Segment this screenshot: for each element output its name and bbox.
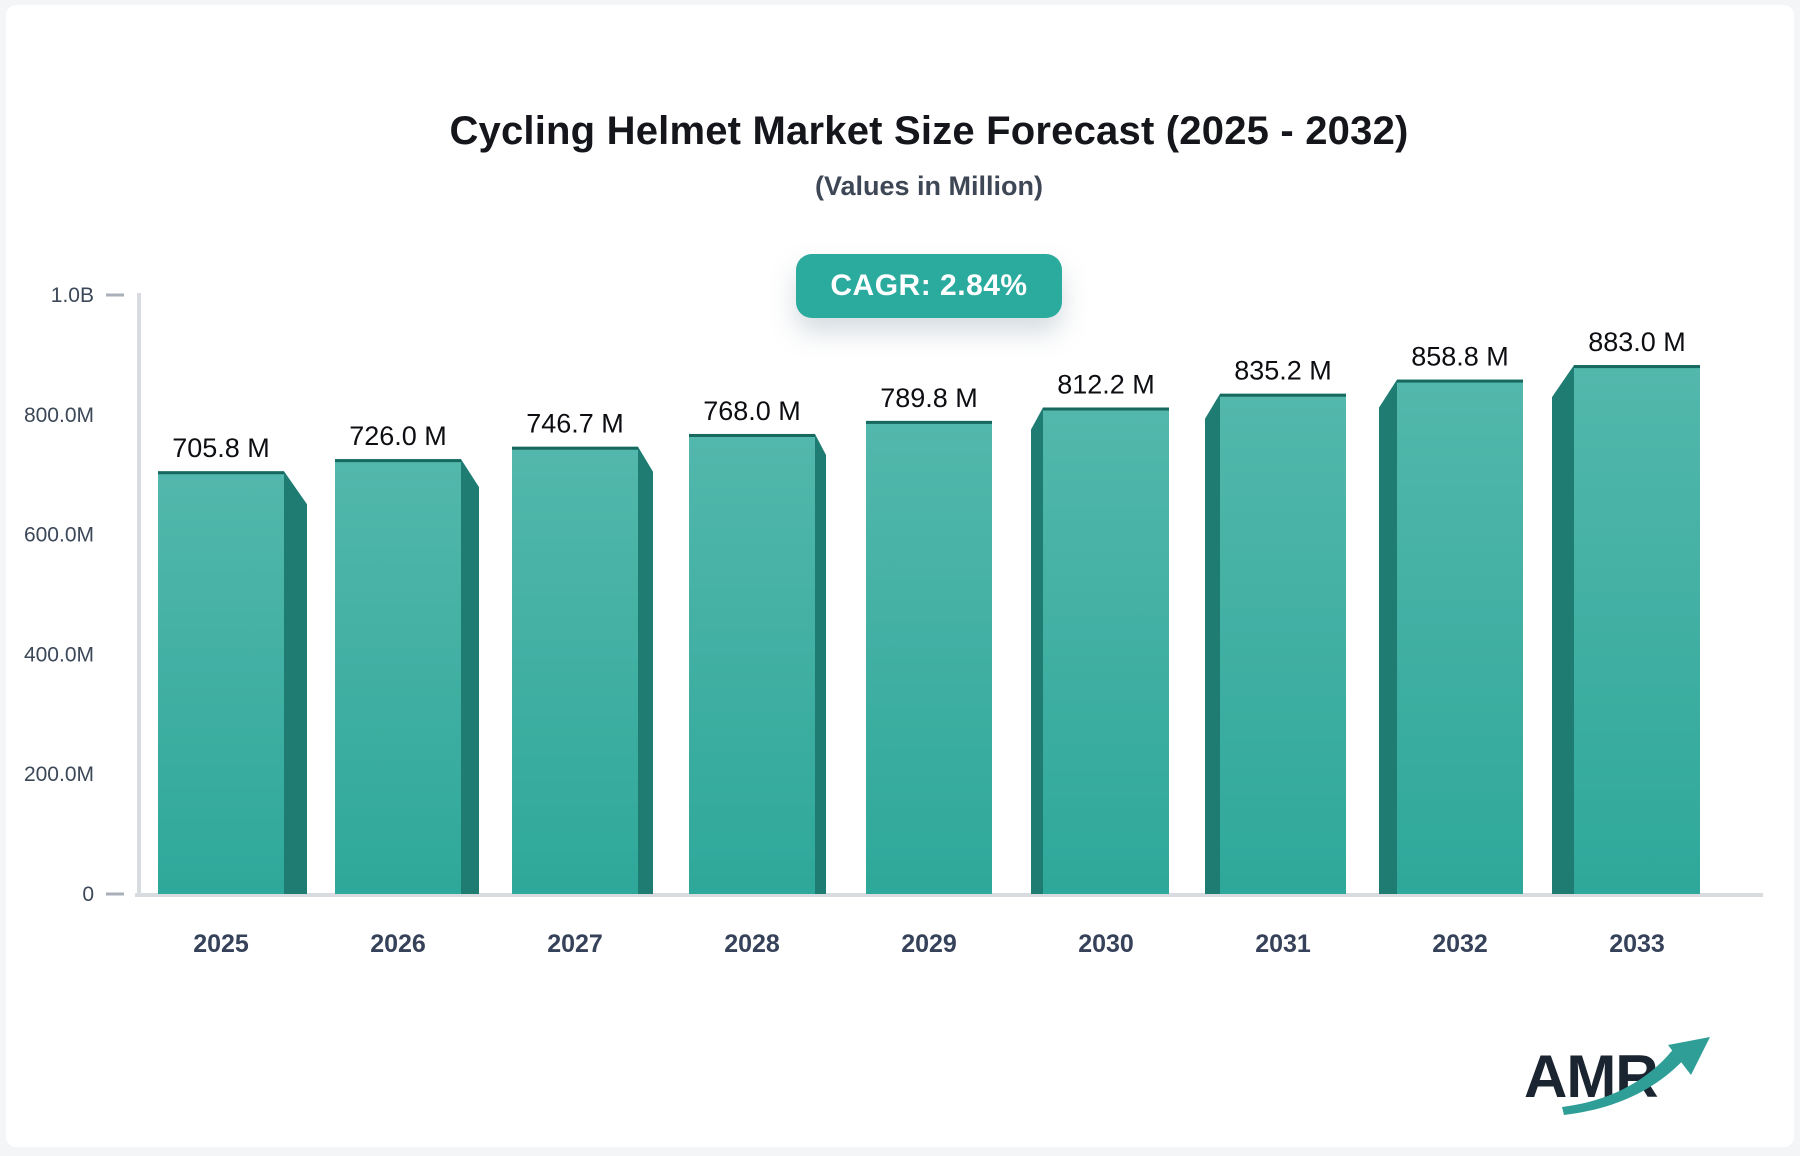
bar-top-edge [866, 420, 992, 424]
bar-front-face [1220, 393, 1346, 894]
x-tick-label: 2027 [547, 930, 603, 958]
bar-front-face [1574, 365, 1700, 894]
bar-top-edge [1043, 407, 1169, 411]
bar-front-face [1043, 407, 1169, 894]
y-tick-label: 0 [82, 883, 94, 906]
y-tick-label: 200.0M [24, 763, 94, 786]
bar-value-label: 835.2 M [1234, 356, 1332, 386]
bar-top-edge [158, 471, 284, 475]
labels-layer: 1.0B 800.0M 600.0M 400.0M 200.0M 0 705.8 M 2025… [24, 284, 1686, 958]
x-tick-label: 2026 [370, 930, 426, 958]
amr-logo: AMR [1524, 1037, 1710, 1115]
bar-2028 [689, 433, 826, 894]
bar-chart: 1.0B 800.0M 600.0M 400.0M 200.0M 0 705.8 M 2025… [24, 284, 1763, 958]
bar-2032 [1379, 379, 1523, 894]
bar-top-edge [1574, 365, 1700, 369]
axis-layer [106, 293, 1763, 897]
x-tick-label: 2028 [724, 930, 780, 958]
bar-side-face [461, 459, 479, 894]
chart-card: Cycling Helmet Market Size Forecast (202… [6, 5, 1794, 1147]
bar-side-face [1379, 379, 1397, 894]
bar-2031 [1205, 393, 1346, 894]
logo-text: AMR [1524, 1043, 1658, 1110]
bar-top-edge [512, 446, 638, 450]
bar-side-face [1031, 407, 1043, 894]
y-tick-label: 600.0M [24, 524, 94, 547]
bar-side-face [815, 433, 826, 894]
bar-top-edge [1220, 393, 1346, 397]
x-tick-label: 2033 [1609, 930, 1665, 958]
bar-side-face [1552, 365, 1574, 894]
y-tick-label: 1.0B [51, 284, 94, 307]
bar-value-label: 812.2 M [1057, 369, 1155, 399]
cagr-badge-row: CAGR: 2.84% [29, 254, 1794, 318]
page-title: Cycling Helmet Market Size Forecast (202… [449, 109, 1409, 153]
page-subtitle: (Values in Million) [814, 171, 1044, 201]
x-axis-line [135, 893, 1763, 897]
x-tick-label: 2029 [901, 930, 957, 958]
bar-2030 [1031, 407, 1169, 894]
cagr-badge: CAGR: 2.84% [796, 254, 1062, 318]
bar-value-label: 789.8 M [880, 383, 978, 413]
bar-value-label: 746.7 M [526, 409, 624, 439]
bar-front-face [158, 471, 284, 894]
bars-layer [158, 365, 1700, 894]
bar-front-face [866, 420, 992, 894]
bar-top-edge [1397, 379, 1523, 383]
y-tick-label: 800.0M [24, 404, 94, 427]
bar-value-label: 883.0 M [1588, 327, 1686, 357]
bar-value-label: 768.0 M [703, 396, 801, 426]
bar-value-label: 858.8 M [1411, 342, 1509, 372]
y-axis-line [137, 293, 141, 895]
bar-side-face [1205, 393, 1220, 894]
x-tick-label: 2025 [193, 930, 249, 958]
bar-top-edge [335, 459, 461, 463]
bar-value-label: 726.0 M [349, 421, 447, 451]
bar-front-face [1397, 379, 1523, 894]
bar-value-label: 705.8 M [172, 433, 270, 463]
logo-arrowhead-icon [1668, 1037, 1710, 1075]
x-tick-label: 2032 [1432, 930, 1488, 958]
y-tick-label: 400.0M [24, 643, 94, 666]
y-tick-dash [106, 892, 124, 896]
bar-2026 [335, 459, 479, 894]
bar-front-face [335, 459, 461, 894]
bar-front-face [689, 433, 815, 894]
bar-2033 [1552, 365, 1700, 894]
bar-front-face [512, 446, 638, 894]
y-tick-dash [106, 293, 124, 297]
x-tick-label: 2030 [1078, 930, 1134, 958]
bar-2029 [866, 420, 992, 894]
bar-2027 [512, 446, 653, 894]
bar-2025 [158, 471, 307, 894]
x-tick-label: 2031 [1255, 930, 1311, 958]
bar-side-face [284, 471, 307, 894]
bar-top-edge [689, 433, 815, 437]
bar-side-face [638, 446, 653, 894]
